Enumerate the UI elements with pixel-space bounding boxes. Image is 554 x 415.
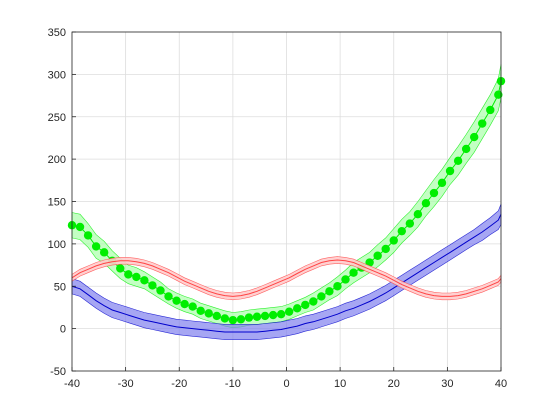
data-point bbox=[301, 300, 310, 310]
data-point bbox=[429, 188, 439, 198]
data-point bbox=[196, 306, 205, 316]
y-tick-label: 250 bbox=[48, 112, 66, 124]
data-point bbox=[389, 236, 398, 245]
y-tick-label: 350 bbox=[48, 27, 66, 39]
data-point bbox=[99, 248, 109, 257]
data-point bbox=[156, 286, 165, 295]
y-tick-label: 50 bbox=[54, 281, 66, 293]
x-tick-label: -20 bbox=[171, 378, 187, 390]
y-tick-label: 100 bbox=[48, 239, 66, 251]
data-point bbox=[260, 311, 270, 321]
data-point bbox=[268, 310, 278, 320]
y-tick-label: 300 bbox=[48, 69, 66, 81]
series-line bbox=[71, 213, 502, 333]
data-point bbox=[148, 281, 157, 290]
data-point bbox=[349, 268, 358, 277]
data-point bbox=[445, 166, 455, 176]
data-point bbox=[325, 287, 334, 296]
data-point bbox=[317, 292, 326, 301]
data-point bbox=[478, 119, 487, 128]
y-tick-label: -50 bbox=[50, 366, 66, 378]
data-point bbox=[461, 144, 471, 154]
series-layer bbox=[67, 64, 506, 340]
x-tick-label: 10 bbox=[334, 378, 346, 390]
data-point bbox=[91, 242, 101, 251]
x-tick-label: 20 bbox=[388, 378, 400, 390]
x-tick-label: 30 bbox=[441, 378, 453, 390]
data-point bbox=[421, 198, 431, 208]
data-point bbox=[276, 310, 286, 319]
data-point bbox=[413, 210, 423, 219]
data-point bbox=[453, 156, 463, 166]
y-tick-label: 150 bbox=[48, 197, 66, 209]
data-point bbox=[469, 132, 479, 142]
data-point bbox=[284, 307, 294, 316]
data-point bbox=[252, 312, 262, 321]
data-point bbox=[486, 105, 495, 115]
data-point bbox=[132, 272, 141, 282]
data-point bbox=[236, 315, 246, 324]
data-point bbox=[116, 264, 125, 273]
data-point bbox=[244, 313, 254, 322]
data-point bbox=[180, 299, 189, 309]
data-point bbox=[188, 302, 197, 311]
y-tick-label: 0 bbox=[60, 324, 66, 336]
x-tick-label: 0 bbox=[283, 378, 289, 390]
data-point bbox=[333, 282, 342, 291]
data-point bbox=[365, 258, 374, 267]
x-tick-label: -10 bbox=[225, 378, 241, 390]
x-tick-label: 40 bbox=[495, 378, 507, 390]
data-point bbox=[75, 222, 85, 232]
data-point bbox=[228, 315, 238, 325]
y-tick-label: 200 bbox=[48, 154, 66, 166]
data-point bbox=[212, 311, 221, 321]
data-point bbox=[309, 297, 318, 306]
data-point bbox=[164, 292, 173, 301]
data-point bbox=[437, 178, 447, 188]
data-point bbox=[172, 296, 181, 305]
data-point bbox=[140, 276, 149, 285]
x-tick-label: -30 bbox=[118, 378, 134, 390]
data-point bbox=[397, 226, 406, 236]
data-point bbox=[373, 251, 382, 260]
data-point bbox=[494, 90, 503, 99]
series-line bbox=[71, 259, 502, 297]
data-point bbox=[341, 275, 350, 284]
data-point bbox=[220, 314, 230, 323]
x-tick-label: -40 bbox=[64, 378, 80, 390]
data-point bbox=[381, 244, 390, 254]
data-point bbox=[204, 309, 213, 318]
axes: -40 -30 -20 -10 0 10 20 30 40 -50 0 50 100 150 200 250 3… bbox=[48, 27, 507, 390]
data-point bbox=[83, 231, 93, 240]
data-point bbox=[293, 304, 302, 313]
data-point bbox=[124, 270, 133, 279]
data-point bbox=[405, 219, 415, 228]
